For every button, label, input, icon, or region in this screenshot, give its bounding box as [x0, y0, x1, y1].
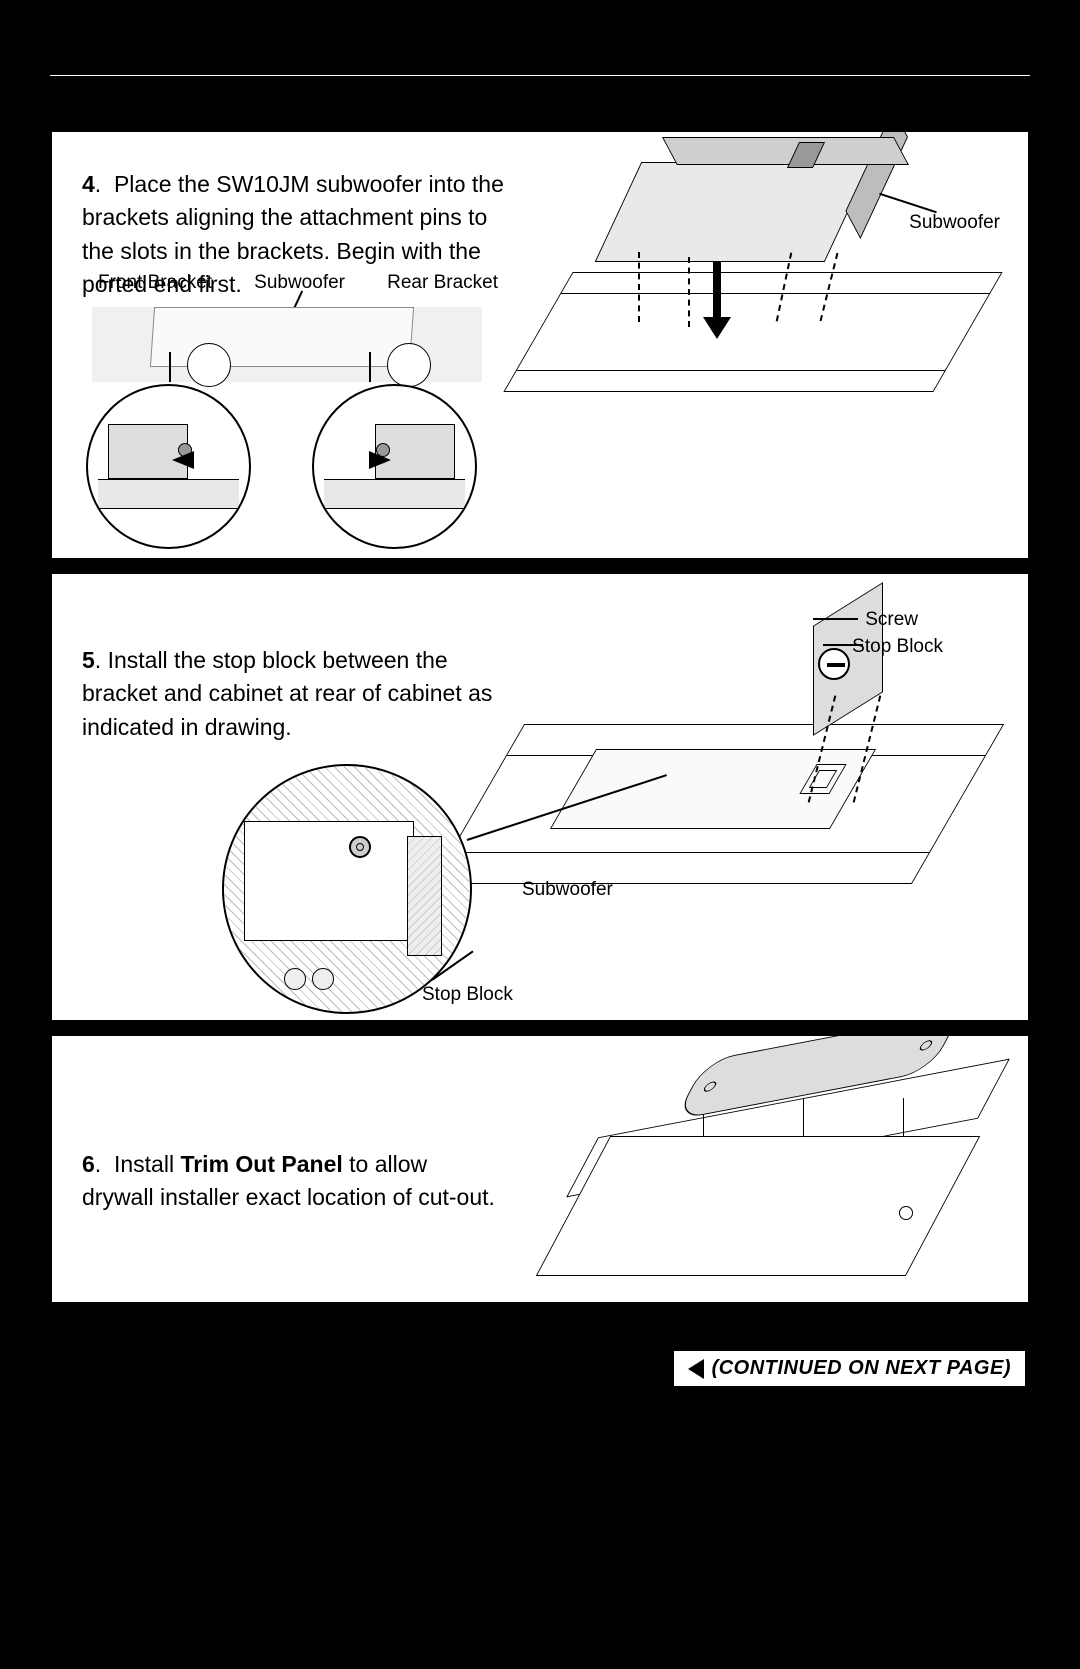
insert-arrow-icon	[172, 451, 194, 469]
screw-hole-icon	[918, 1039, 934, 1051]
down-arrow-icon	[713, 262, 731, 339]
label-stop-block-detail: Stop Block	[422, 984, 513, 1006]
continued-flag: (CONTINUED ON NEXT PAGE)	[674, 1351, 1025, 1386]
cabinet-front-face	[536, 1136, 980, 1276]
insert-arrow-icon	[369, 451, 391, 469]
step-6-bold: Trim Out Panel	[180, 1151, 342, 1177]
alignment-dash	[638, 252, 640, 322]
label-subwoofer-detail: Subwoofer	[522, 879, 613, 901]
screw-callout-circle	[818, 648, 850, 680]
label-rear-bracket: Rear Bracket	[387, 272, 498, 294]
step-4-number: 4	[82, 171, 95, 197]
step-6-before: Install	[114, 1151, 180, 1177]
step-6-isometric-diagram	[533, 1034, 993, 1296]
label-screw: Screw	[865, 609, 918, 631]
screw-hole-icon	[702, 1081, 718, 1093]
label-stop-block-iso: Stop Block	[852, 636, 943, 658]
cabinet-knob-icon	[899, 1206, 913, 1220]
stop-block-section	[407, 836, 442, 956]
port-icons	[284, 968, 334, 990]
step-6-number: 6	[82, 1151, 95, 1177]
label-subwoofer-top: Subwoofer	[254, 272, 345, 294]
step-6-text: 6. Install Trim Out Panel to allow drywa…	[82, 1148, 502, 1215]
rear-bracket-callout-circle	[387, 343, 431, 387]
joist-bar	[98, 479, 239, 509]
screw-leader-line	[813, 618, 858, 620]
continued-arrow-icon	[688, 1359, 704, 1379]
screw-icon	[349, 836, 371, 858]
ceiling-joist-frame	[503, 272, 1002, 392]
continued-text: (CONTINUED ON NEXT PAGE)	[712, 1357, 1011, 1380]
step-5-panel: 5. Install the stop block between the br…	[50, 572, 1030, 1022]
cabinet-plate	[244, 821, 414, 941]
step-6-panel: 6. Install Trim Out Panel to allow drywa…	[50, 1034, 1030, 1304]
step-5-text: 5. Install the stop block between the br…	[82, 644, 502, 744]
step-5-body: Install the stop block between the brack…	[82, 647, 492, 740]
label-front-bracket: Front Bracket	[98, 272, 212, 294]
instruction-panels: 4. Place the SW10JM subwoofer into the b…	[50, 130, 1030, 1304]
header-rule	[50, 75, 1030, 76]
step-4-panel: 4. Place the SW10JM subwoofer into the b…	[50, 130, 1030, 560]
joist-bar	[324, 479, 465, 509]
alignment-dash	[688, 257, 690, 327]
label-subwoofer-iso: Subwoofer	[909, 212, 1000, 234]
callout-connector-1	[169, 352, 171, 382]
rear-bracket-detail-circle	[312, 384, 477, 549]
callout-connector-2	[369, 352, 371, 382]
front-bracket-detail-circle	[86, 384, 251, 549]
subwoofer-leader	[879, 193, 937, 213]
front-bracket-callout-circle	[187, 343, 231, 387]
step-4-label-row: Front Bracket Subwoofer Rear Bracket	[98, 272, 498, 294]
bracket-cross-section-diagram	[92, 307, 482, 382]
step-5-number: 5	[82, 647, 95, 673]
step-4-isometric-diagram	[538, 142, 998, 442]
subwoofer-box	[595, 162, 872, 262]
